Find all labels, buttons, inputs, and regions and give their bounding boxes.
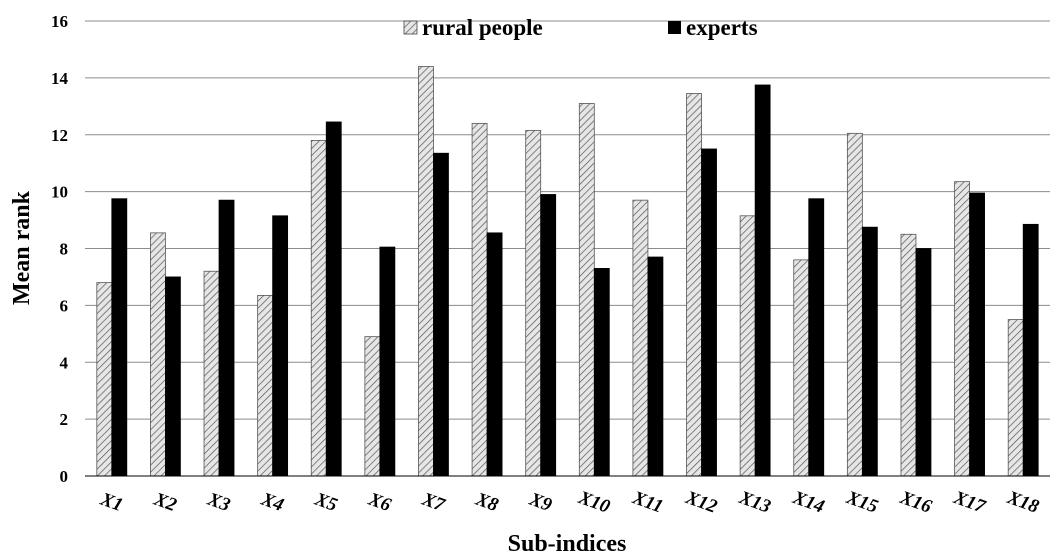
bar-experts-X15 xyxy=(861,226,878,477)
y-tick-label: 6 xyxy=(60,296,69,315)
bar-rural-people-X8 xyxy=(471,122,488,477)
bar-experts-X7 xyxy=(433,152,449,477)
x-tick-label: X14 xyxy=(789,487,827,518)
bar-rural-people-X11 xyxy=(632,199,649,477)
bar-rural-people-X5 xyxy=(310,140,327,477)
bar-experts-X16 xyxy=(915,248,932,477)
x-tick-label: X17 xyxy=(950,487,989,518)
x-tick-label: X2 xyxy=(150,488,179,516)
legend: rural people experts xyxy=(403,15,758,40)
y-tick-label: 16 xyxy=(51,12,68,31)
bar-rural-people-X6 xyxy=(364,336,381,477)
y-axis-title: Mean rank xyxy=(9,190,35,305)
x-axis-ticks: X1 X2 X3 X4 X5 X6 X7 X8 X9 X10 X11 X12 X13 X14 X15 X16 X… xyxy=(97,487,1042,518)
x-tick-label: X7 xyxy=(418,488,448,516)
bar-rural-people-X1 xyxy=(96,282,113,477)
bar-rural-people-X9 xyxy=(525,130,542,477)
bar-experts-X11 xyxy=(647,256,664,477)
bar-experts-X2 xyxy=(165,276,181,477)
x-axis-title: Sub-indices xyxy=(508,531,627,557)
bar-rural-people-X12 xyxy=(686,93,702,477)
x-tick-label: X10 xyxy=(575,487,613,518)
bar-experts-X3 xyxy=(218,199,235,477)
y-tick-label: 8 xyxy=(60,240,69,259)
bar-experts-X8 xyxy=(486,232,503,477)
x-tick-label: X16 xyxy=(896,487,934,518)
y-tick-label: 14 xyxy=(51,69,69,88)
bar-experts-X12 xyxy=(701,148,717,477)
bar-rural-people-X15 xyxy=(846,132,863,477)
bar-experts-X13 xyxy=(754,84,771,477)
bar-experts-X5 xyxy=(325,121,342,477)
x-tick-label: X6 xyxy=(365,488,394,516)
x-tick-label: X5 xyxy=(311,488,340,516)
bar-experts-X17 xyxy=(969,192,985,477)
x-tick-label: X3 xyxy=(204,488,233,516)
bar-rural-people-X3 xyxy=(203,270,220,477)
x-tick-label: X13 xyxy=(736,487,774,518)
legend-swatch-experts xyxy=(668,21,681,34)
bar-rural-people-X10 xyxy=(578,103,595,477)
legend-swatch-rural-people xyxy=(403,20,418,35)
bar-experts-X10 xyxy=(593,268,610,477)
bar-rural-people-X14 xyxy=(793,259,810,477)
bar-rural-people-X2 xyxy=(150,232,166,477)
bar-experts-X18 xyxy=(1022,223,1039,477)
x-tick-label: X15 xyxy=(843,487,881,518)
x-tick-label: X18 xyxy=(1004,487,1042,518)
bar-rural-people-X13 xyxy=(739,215,756,477)
bar-experts-X4 xyxy=(272,215,289,477)
x-tick-label: X11 xyxy=(629,487,666,518)
x-tick-label: X1 xyxy=(97,488,126,516)
y-tick-label: 10 xyxy=(51,183,68,202)
bars xyxy=(96,66,1039,477)
y-tick-label: 4 xyxy=(60,353,69,372)
legend-label-experts: experts xyxy=(686,15,758,40)
y-tick-label: 0 xyxy=(60,467,69,486)
bar-experts-X6 xyxy=(379,246,396,477)
bar-rural-people-X18 xyxy=(1007,319,1024,477)
bar-experts-X9 xyxy=(540,194,557,477)
legend-label-rural-people: rural people xyxy=(422,15,543,40)
x-tick-label: X9 xyxy=(526,488,555,516)
x-tick-label: X4 xyxy=(258,488,287,516)
bar-rural-people-X4 xyxy=(257,295,274,477)
bar-rural-people-X17 xyxy=(954,181,970,477)
bar-experts-X14 xyxy=(808,198,825,477)
y-axis-ticks: 0 2 4 6 8 10 12 14 16 xyxy=(51,12,69,486)
x-tick-label: X12 xyxy=(682,487,720,518)
bar-experts-X1 xyxy=(111,198,128,477)
x-tick-label: X8 xyxy=(472,488,501,516)
gridlines xyxy=(85,20,1050,420)
y-tick-label: 12 xyxy=(51,126,68,145)
bar-rural-people-X16 xyxy=(900,233,917,477)
y-tick-label: 2 xyxy=(60,410,69,429)
bar-rural-people-X7 xyxy=(418,66,434,477)
